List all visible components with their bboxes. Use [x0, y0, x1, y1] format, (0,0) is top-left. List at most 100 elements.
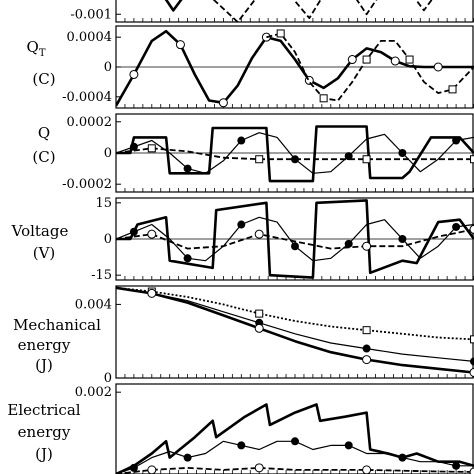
marker-2-1-13 — [344, 152, 353, 161]
series-line-4-2 — [116, 286, 474, 374]
series-group-3 — [116, 199, 474, 279]
series-line-0-1 — [212, 0, 433, 22]
marker-2-2-1 — [147, 144, 156, 153]
q-ylabel-symbol: Q — [38, 124, 50, 142]
series-line-2-2 — [116, 147, 474, 161]
marker-5-2-7 — [362, 465, 372, 474]
panel-3: 15 0 -15 — [91, 196, 474, 283]
panel-5: 0.002 — [75, 383, 474, 474]
marker-2-1-19 — [452, 136, 461, 145]
y-tick-label-1-0: 0.0004 — [67, 30, 113, 45]
q-ylabel-unit: (C) — [32, 148, 55, 166]
elec-ylabel-unit: (J) — [35, 445, 53, 463]
marker-5-1-4 — [183, 453, 192, 462]
marker-3-1-1 — [129, 227, 138, 236]
y-tick-label-3-2: -15 — [91, 268, 112, 283]
series-line-4-0 — [116, 286, 474, 341]
qt-ylabel-symbol: QT — [27, 38, 46, 59]
series-line-1-1 — [266, 32, 474, 102]
panel-1: 0.0004 0 -0.0004 — [62, 25, 474, 109]
marker-2-2-4 — [255, 155, 264, 164]
voltage-ylabel-unit: (V) — [33, 244, 56, 262]
voltage-ylabel-name: Voltage — [11, 222, 69, 240]
y-tick-label-0-0: -0.001 — [70, 7, 112, 22]
qt-ylabel-unit: (C) — [32, 70, 55, 88]
series-line-2-0 — [116, 125, 474, 183]
series-group-1 — [116, 29, 474, 108]
marker-2-1-1 — [129, 142, 138, 151]
mech-ylabel-name: Mechanical — [13, 316, 101, 334]
marker-4-2-7 — [362, 355, 372, 365]
marker-5-1-13 — [344, 441, 353, 450]
marker-2-1-7 — [237, 136, 246, 145]
y-tick-label-3-0: 15 — [95, 196, 112, 211]
marker-3-2-7 — [362, 241, 372, 251]
series-line-0-0 — [164, 0, 183, 12]
marker-5-1-1 — [129, 463, 138, 472]
marker-1-0-19 — [390, 56, 400, 66]
marker-4-2-4 — [254, 323, 264, 333]
marker-1-0-10 — [261, 32, 271, 42]
y-tick-label-2-2: -0.0002 — [62, 177, 112, 192]
elec-ylabel-name: Electrical — [7, 401, 80, 419]
y-tick-label-4-0: 0.004 — [75, 297, 112, 312]
panels: -0.001 0.0004 0 -0.0004 0.0002 0 -0.0002 15 0 -15… — [62, 0, 474, 474]
marker-5-1-7 — [237, 441, 246, 450]
series-group-4 — [116, 286, 474, 377]
marker-2-2-10 — [470, 155, 474, 164]
marker-1-0-1 — [129, 69, 139, 79]
marker-5-2-10 — [469, 467, 474, 474]
marker-5-2-1 — [147, 465, 157, 474]
marker-3-1-16 — [398, 235, 407, 243]
series-line-1-0 — [116, 29, 474, 107]
series-line-5-2 — [116, 467, 474, 474]
marker-1-1-10 — [405, 55, 414, 64]
marker-3-2-4 — [254, 229, 264, 239]
marker-5-1-16 — [398, 453, 407, 462]
marker-3-2-10 — [469, 224, 474, 234]
marker-4-0-10 — [470, 335, 474, 344]
panel-2: 0.0002 0 -0.0002 — [62, 113, 474, 193]
y-tick-label-4-1: 0 — [104, 371, 112, 386]
marker-3-1-10 — [291, 242, 299, 251]
series-group-5 — [116, 403, 474, 474]
panel-frame-0 — [115, 0, 474, 23]
panel-frame-5 — [115, 383, 474, 474]
marker-4-2-1 — [147, 288, 157, 298]
marker-2-2-7 — [362, 155, 371, 164]
y-tick-label-1-1: 0 — [104, 60, 112, 75]
y-tick-label-5-0: 0.002 — [75, 385, 112, 400]
marker-3-1-13 — [344, 239, 353, 248]
ylabels: QT (C) Q (C) Voltage (V) Mechanical ener… — [7, 38, 101, 463]
marker-5-1-19 — [452, 461, 461, 470]
series-line-3-0 — [116, 199, 474, 279]
marker-4-0-7 — [362, 326, 371, 335]
marker-3-1-4 — [183, 254, 192, 263]
marker-4-1-7 — [362, 344, 371, 353]
marker-1-0-7 — [218, 98, 228, 108]
series-line-3-2 — [116, 228, 474, 250]
marker-1-0-22 — [433, 62, 443, 72]
marker-1-1-7 — [362, 55, 371, 64]
y-tick-label-2-0: 0.0002 — [67, 115, 113, 130]
marker-4-1-10 — [470, 357, 474, 366]
marker-4-0-4 — [255, 309, 264, 318]
marker-3-1-7 — [237, 220, 246, 229]
panel-frame-4 — [115, 285, 474, 379]
panel-4: 0.004 0 — [75, 285, 474, 386]
marker-4-2-10 — [469, 367, 474, 377]
marker-1-0-16 — [347, 55, 357, 65]
marker-1-0-4 — [175, 40, 185, 50]
marker-5-2-4 — [254, 463, 264, 473]
marker-1-1-4 — [319, 94, 328, 103]
marker-3-1-19 — [452, 222, 461, 231]
marker-1-1-13 — [448, 85, 457, 94]
mech-ylabel-line2: energy — [18, 336, 71, 354]
y-tick-label-2-1: 0 — [104, 146, 112, 161]
marker-3-2-1 — [147, 229, 157, 239]
series-group-2 — [116, 125, 474, 183]
mech-ylabel-unit: (J) — [35, 356, 53, 374]
marker-2-1-4 — [183, 164, 192, 173]
marker-1-1-1 — [276, 29, 285, 38]
